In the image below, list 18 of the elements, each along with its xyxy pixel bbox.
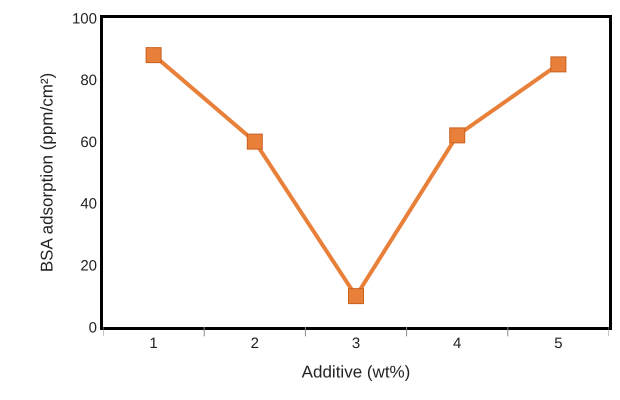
y-tick-label: 80 xyxy=(80,72,97,90)
point xyxy=(449,127,466,144)
x-tick-label: 2 xyxy=(250,335,259,352)
x-tick-label: 3 xyxy=(352,335,360,352)
point xyxy=(246,134,263,150)
x-tick-label: 5 xyxy=(554,335,563,352)
x-tick-label: 1 xyxy=(149,335,158,352)
y-tick-label: 20 xyxy=(80,257,97,274)
y-tick-label: 0 xyxy=(88,319,97,336)
point xyxy=(348,288,364,304)
y-tick-label: 60 xyxy=(80,134,97,151)
x-tick-label: 4 xyxy=(453,335,462,352)
y-tick-label: 40 xyxy=(80,196,97,213)
y-axis-title: BSA adsorption (ppm/cm²) xyxy=(38,72,57,272)
x-axis-title: Additive (wt%) xyxy=(302,362,410,382)
point xyxy=(550,56,566,72)
point xyxy=(146,47,162,64)
y-tick-label: 100 xyxy=(72,10,97,28)
